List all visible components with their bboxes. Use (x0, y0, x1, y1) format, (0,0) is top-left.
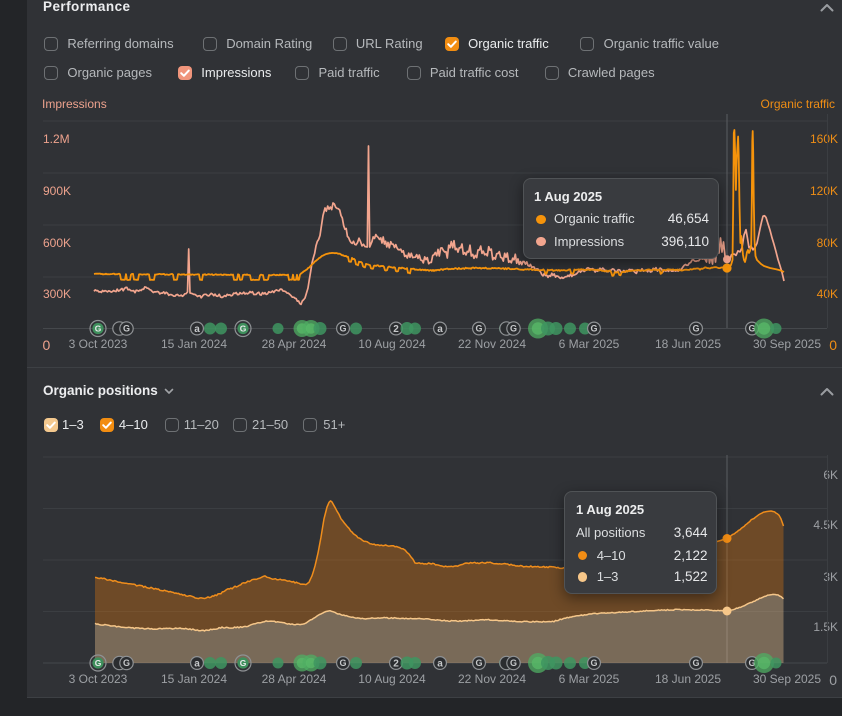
svg-text:G: G (748, 658, 755, 668)
svg-text:G: G (240, 324, 247, 334)
svg-text:G: G (590, 658, 597, 668)
svg-text:a: a (437, 658, 443, 669)
svg-text:2: 2 (393, 324, 399, 335)
svg-text:G: G (123, 324, 130, 334)
svg-text:G: G (590, 324, 597, 334)
svg-text:G: G (95, 658, 102, 668)
svg-text:G: G (510, 658, 517, 668)
svg-text:G: G (339, 324, 346, 334)
svg-text:G: G (475, 658, 482, 668)
svg-text:G: G (475, 324, 482, 334)
svg-text:G: G (692, 658, 699, 668)
svg-text:G: G (510, 324, 517, 334)
svg-text:G: G (95, 324, 102, 334)
svg-text:G: G (692, 324, 699, 334)
svg-text:a: a (437, 324, 443, 335)
svg-text:2: 2 (393, 658, 399, 669)
svg-text:a: a (194, 658, 200, 669)
svg-text:a: a (194, 324, 200, 335)
svg-text:G: G (339, 658, 346, 668)
svg-text:G: G (240, 658, 247, 668)
svg-text:G: G (748, 324, 755, 334)
svg-text:G: G (123, 658, 130, 668)
